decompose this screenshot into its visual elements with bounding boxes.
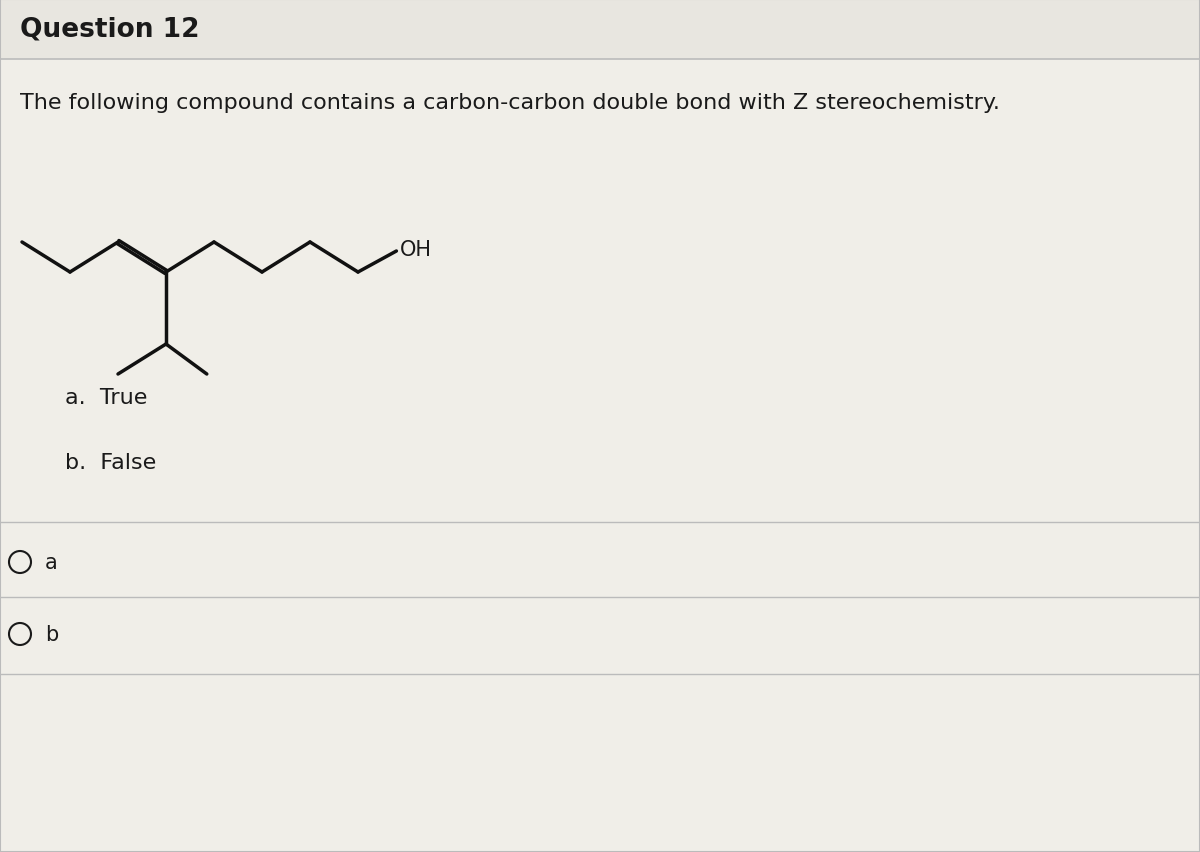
Text: a.  True: a. True — [65, 388, 148, 407]
Text: b.  False: b. False — [65, 452, 156, 473]
Bar — [0, 0, 1200, 60]
Text: b: b — [46, 625, 59, 644]
Text: OH: OH — [400, 239, 432, 260]
Text: The following compound contains a carbon-carbon double bond with Z stereochemist: The following compound contains a carbon… — [20, 93, 1000, 112]
Text: a: a — [46, 552, 58, 573]
Text: Question 12: Question 12 — [20, 17, 199, 43]
